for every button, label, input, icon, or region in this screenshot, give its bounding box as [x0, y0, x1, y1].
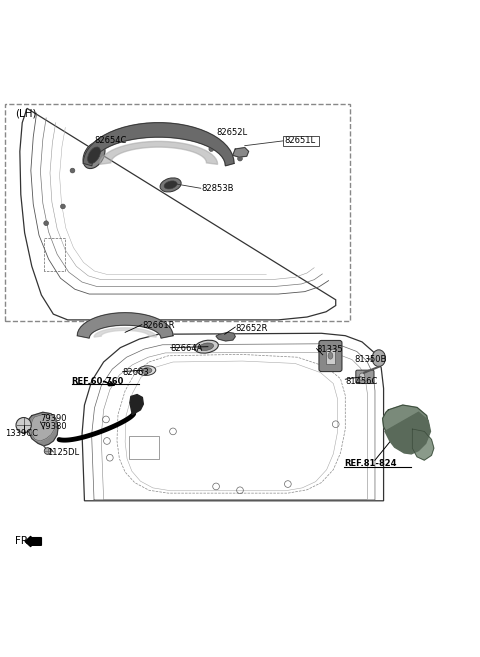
Polygon shape	[412, 429, 434, 460]
Bar	[325, 349, 335, 365]
Ellipse shape	[359, 373, 365, 380]
Ellipse shape	[199, 343, 214, 350]
Circle shape	[94, 149, 99, 154]
Polygon shape	[130, 395, 144, 415]
Ellipse shape	[87, 147, 100, 164]
Text: (LH): (LH)	[15, 108, 36, 118]
Ellipse shape	[138, 366, 156, 375]
Circle shape	[238, 156, 242, 161]
Polygon shape	[27, 412, 58, 445]
Polygon shape	[233, 148, 249, 157]
Polygon shape	[100, 141, 217, 164]
Text: 82654C: 82654C	[94, 136, 126, 145]
Text: 81350B: 81350B	[355, 355, 387, 364]
Text: REF.81-824: REF.81-824	[344, 459, 397, 468]
Polygon shape	[385, 412, 431, 454]
Text: 82651L: 82651L	[284, 137, 315, 145]
FancyBboxPatch shape	[319, 340, 342, 372]
Ellipse shape	[83, 142, 105, 169]
Circle shape	[60, 204, 65, 209]
Text: 79390: 79390	[40, 414, 67, 423]
FancyBboxPatch shape	[356, 370, 374, 384]
Text: 82652R: 82652R	[235, 324, 267, 333]
Ellipse shape	[44, 447, 51, 455]
Ellipse shape	[195, 340, 218, 353]
Ellipse shape	[164, 181, 177, 189]
Text: 1125DL: 1125DL	[47, 449, 79, 457]
Bar	[5, 104, 350, 321]
Ellipse shape	[328, 352, 333, 359]
Polygon shape	[383, 405, 429, 449]
Text: 82661R: 82661R	[142, 321, 174, 330]
Circle shape	[16, 417, 31, 433]
Ellipse shape	[160, 178, 181, 192]
Text: 1339CC: 1339CC	[5, 429, 38, 438]
Text: REF.60-760: REF.60-760	[72, 376, 124, 386]
Text: 82663: 82663	[123, 368, 149, 377]
Text: FR.: FR.	[15, 537, 31, 547]
Text: 79380: 79380	[40, 422, 67, 431]
Ellipse shape	[142, 368, 152, 374]
Ellipse shape	[372, 350, 385, 367]
Text: 81335: 81335	[317, 345, 343, 354]
Bar	[129, 436, 158, 459]
Circle shape	[44, 221, 48, 225]
FancyArrow shape	[25, 536, 41, 547]
Text: 82853B: 82853B	[202, 184, 234, 193]
Circle shape	[209, 147, 214, 151]
Polygon shape	[94, 328, 156, 337]
Text: 81456C: 81456C	[345, 376, 378, 386]
Polygon shape	[216, 332, 235, 341]
Circle shape	[70, 168, 75, 173]
Polygon shape	[30, 414, 56, 441]
Polygon shape	[83, 123, 234, 166]
Text: 82664A: 82664A	[170, 344, 203, 353]
Polygon shape	[77, 313, 173, 338]
Text: 82652L: 82652L	[216, 127, 247, 137]
Bar	[283, 136, 319, 146]
